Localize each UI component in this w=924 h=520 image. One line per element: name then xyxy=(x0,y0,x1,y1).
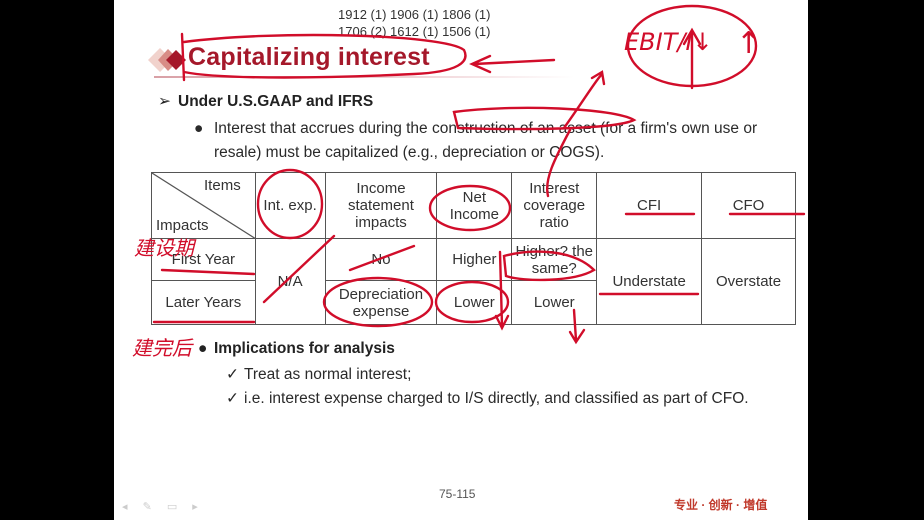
chevron-right-icon: ➢ xyxy=(158,93,171,110)
implication-item: ✓ i.e. interest expense charged to I/S di… xyxy=(226,387,766,411)
cell-first-net-income: Higher xyxy=(436,238,513,281)
row-label-later-years: Later Years xyxy=(151,280,256,325)
cell-later-income-statement: Depreciation expense xyxy=(324,280,438,325)
cell-first-income-statement: No xyxy=(324,238,438,281)
header-net-income: Net Income xyxy=(436,172,513,239)
title-diamond-icon xyxy=(148,48,186,72)
implication-text: Treat as normal interest; xyxy=(244,366,412,383)
implication-item: ✓ Treat as normal interest; xyxy=(226,363,411,387)
corner-items-label: Items xyxy=(204,177,241,194)
header-cfo: CFO xyxy=(701,172,796,239)
slide-toolbar[interactable]: ◂ ✎ ▭ ▸ xyxy=(122,501,204,513)
bullet-dot-icon: ● xyxy=(198,340,208,357)
title-underline xyxy=(154,76,574,78)
header-codes: 1912 (1) 1906 (1) 1806 (1) 1706 (2) 1612… xyxy=(338,6,490,40)
corner-cell: Items Impacts xyxy=(151,172,256,239)
cell-first-coverage: Higher? the same? xyxy=(511,238,598,281)
implications-heading: ● Implications for analysis xyxy=(198,340,395,358)
header-coverage-ratio: Interest coverage ratio xyxy=(511,172,598,239)
implication-text: i.e. interest expense charged to I/S dir… xyxy=(244,390,749,407)
corner-impacts-label: Impacts xyxy=(156,217,209,234)
after-construction-annotation: 建完后 xyxy=(132,336,192,360)
section-heading: ➢ Under U.S.GAAP and IFRS xyxy=(158,92,373,111)
cell-int-exp: N/A xyxy=(254,238,326,325)
checkmark-icon: ✓ xyxy=(226,366,239,383)
cell-cfo: Overstate xyxy=(701,238,796,325)
slide-title: Capitalizing interest xyxy=(188,43,430,71)
cell-later-coverage: Lower xyxy=(511,280,598,325)
up-arrow-annotation: ↑ xyxy=(736,26,762,61)
bullet-dot-icon: ● xyxy=(194,120,204,137)
impacts-table: Items Impacts Int. exp. Income statement… xyxy=(151,172,796,325)
slide: 1912 (1) 1906 (1) 1806 (1) 1706 (2) 1612… xyxy=(114,0,808,520)
construction-period-annotation: 建设期 xyxy=(134,236,194,260)
section-heading-text: Under U.S.GAAP and IFRS xyxy=(178,93,374,110)
header-int-exp: Int. exp. xyxy=(254,172,326,239)
header-cfi: CFI xyxy=(596,172,703,239)
title-arrow xyxy=(469,54,556,74)
cell-later-net-income: Lower xyxy=(436,280,513,325)
diagonal-line xyxy=(152,173,256,239)
implications-heading-text: Implications for analysis xyxy=(214,340,395,357)
bullet-paragraph: ● Interest that accrues during the const… xyxy=(194,117,774,165)
header-income-statement: Income statement impacts xyxy=(324,172,438,239)
brand-slogan: 专业 · 创新 · 增值 xyxy=(674,498,768,512)
checkmark-icon: ✓ xyxy=(226,390,239,407)
bullet-text: Interest that accrues during the constru… xyxy=(214,120,758,161)
ebit-annotation: EBIT/I↓ xyxy=(624,28,713,56)
cell-cfi: Understate xyxy=(596,238,703,325)
page-number: 75-115 xyxy=(439,487,476,501)
header-code-line: 1706 (2) 1612 (1) 1506 (1) xyxy=(338,24,491,39)
header-code-line: 1912 (1) 1906 (1) 1806 (1) xyxy=(338,7,491,22)
